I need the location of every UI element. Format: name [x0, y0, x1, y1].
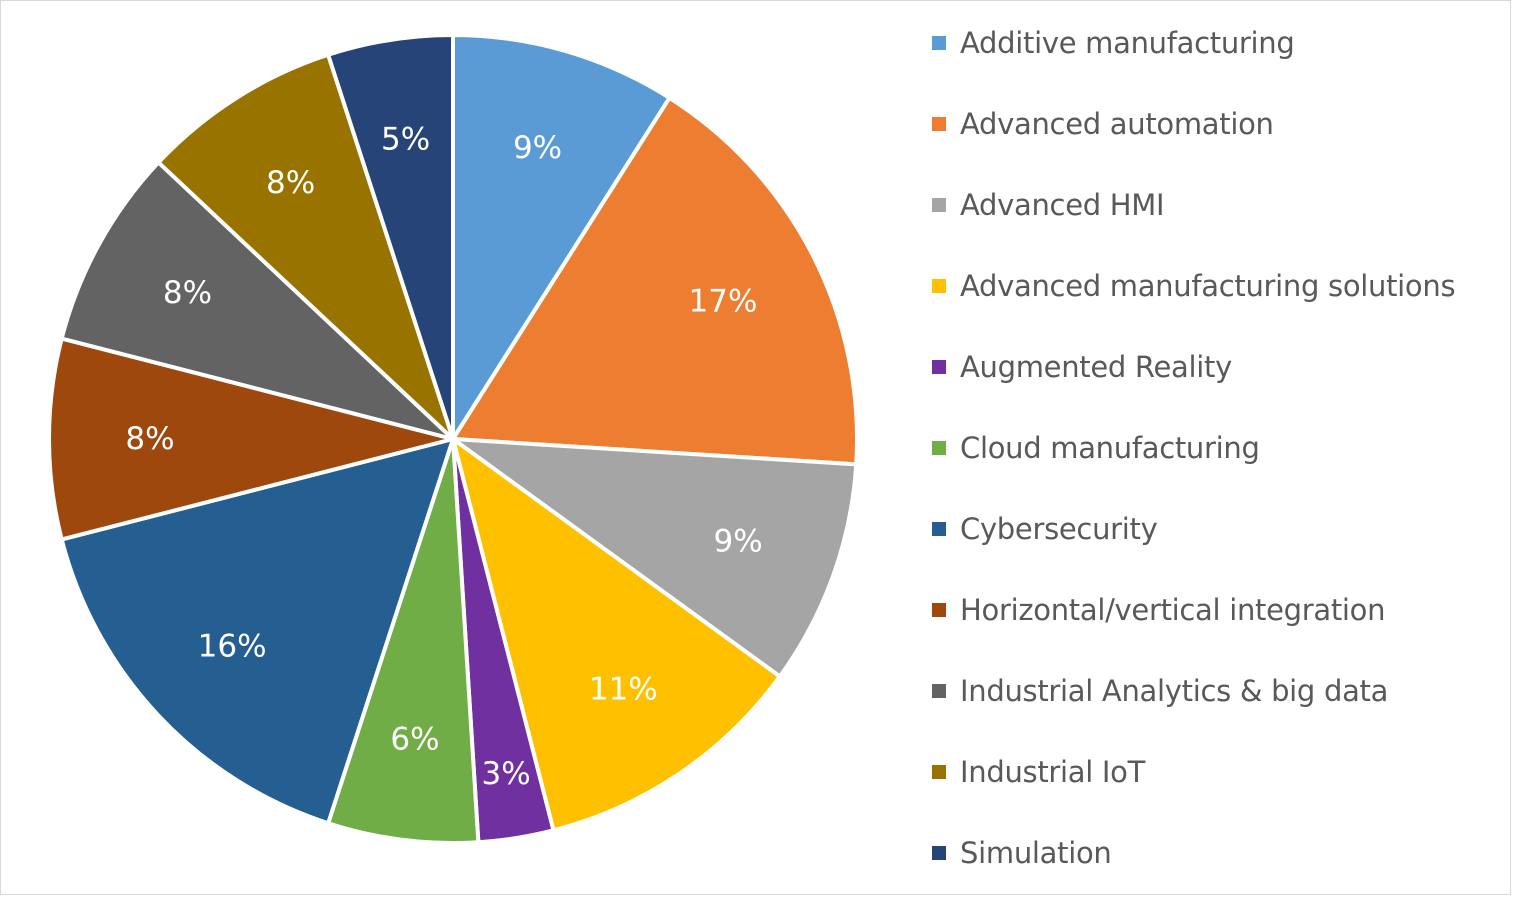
data-label-augmented-reality: 3%	[481, 756, 530, 792]
data-label-horizontal-vertical-integration: 8%	[125, 421, 174, 457]
legend-label: Cybersecurity	[960, 512, 1158, 546]
legend-label: Advanced automation	[960, 107, 1274, 141]
legend-swatch	[932, 279, 946, 293]
legend-label: Industrial IoT	[960, 755, 1146, 789]
legend-swatch	[932, 360, 946, 374]
pie-slice-simulation	[326, 33, 455, 441]
pie-slice-advanced-hmi	[451, 437, 859, 679]
legend-swatch	[932, 198, 946, 212]
legend-item-advanced-hmi: Advanced HMI	[932, 183, 1165, 227]
legend-item-advanced-automation: Advanced automation	[932, 102, 1274, 146]
pie-slice-industrial-iot	[156, 52, 455, 441]
pie-slice-cybersecurity	[59, 437, 455, 826]
data-label-cybersecurity: 16%	[198, 628, 267, 664]
data-label-advanced-manufacturing-solutions: 11%	[589, 672, 658, 708]
pie-chart: 9% 17% 9% 11% 3% 6% 16% 8% 8% 8% 5%	[47, 33, 859, 845]
data-label-additive-manufacturing: 9%	[513, 130, 562, 166]
legend-item-advanced-manufacturing-solutions: Advanced manufacturing solutions	[932, 264, 1456, 308]
legend-swatch	[932, 684, 946, 698]
legend-item-augmented-reality: Augmented Reality	[932, 345, 1232, 389]
legend-label: Simulation	[960, 836, 1112, 870]
legend-swatch	[932, 603, 946, 617]
legend-item-additive-manufacturing: Additive manufacturing	[932, 21, 1295, 65]
pie-slice-cloud-manufacturing	[326, 437, 481, 845]
pie-slice-advanced-manufacturing-solutions	[451, 437, 782, 833]
legend-swatch	[932, 522, 946, 536]
legend-item-horizontal-vertical-integration: Horizontal/vertical integration	[932, 588, 1386, 632]
legend-swatch	[932, 117, 946, 131]
data-label-advanced-automation: 17%	[689, 283, 758, 319]
legend-label: Additive manufacturing	[960, 26, 1295, 60]
pie-data-labels: 9% 17% 9% 11% 3% 6% 16% 8% 8% 8% 5%	[125, 122, 762, 792]
data-label-simulation: 5%	[381, 122, 430, 158]
data-label-cloud-manufacturing: 6%	[390, 722, 439, 758]
legend-item-simulation: Simulation	[932, 831, 1112, 875]
pie-slices	[47, 33, 859, 845]
legend-label: Augmented Reality	[960, 350, 1232, 384]
data-label-industrial-iot: 8%	[266, 165, 315, 201]
data-label-advanced-hmi: 9%	[713, 524, 762, 560]
legend-swatch	[932, 846, 946, 860]
legend-item-industrial-iot: Industrial IoT	[932, 750, 1145, 794]
data-label-industrial-analytics-big-data: 8%	[163, 275, 212, 311]
legend-item-industrial-analytics-big-data: Industrial Analytics & big data	[932, 669, 1388, 713]
pie-slice-advanced-automation	[451, 95, 859, 467]
legend-swatch	[932, 441, 946, 455]
legend-label: Industrial Analytics & big data	[960, 674, 1389, 708]
legend-label: Advanced manufacturing solutions	[960, 269, 1456, 303]
legend-label: Horizontal/vertical integration	[960, 593, 1386, 627]
pie-slice-additive-manufacturing	[451, 33, 672, 441]
pie-slice-horizontal-vertical-integration	[47, 336, 455, 542]
legend-item-cybersecurity: Cybersecurity	[932, 507, 1158, 551]
pie-slice-industrial-analytics-big-data	[59, 160, 455, 441]
legend-swatch	[932, 765, 946, 779]
legend-swatch	[932, 36, 946, 50]
legend-label: Advanced HMI	[960, 188, 1165, 222]
legend-label: Cloud manufacturing	[960, 431, 1260, 465]
legend-item-cloud-manufacturing: Cloud manufacturing	[932, 426, 1260, 470]
